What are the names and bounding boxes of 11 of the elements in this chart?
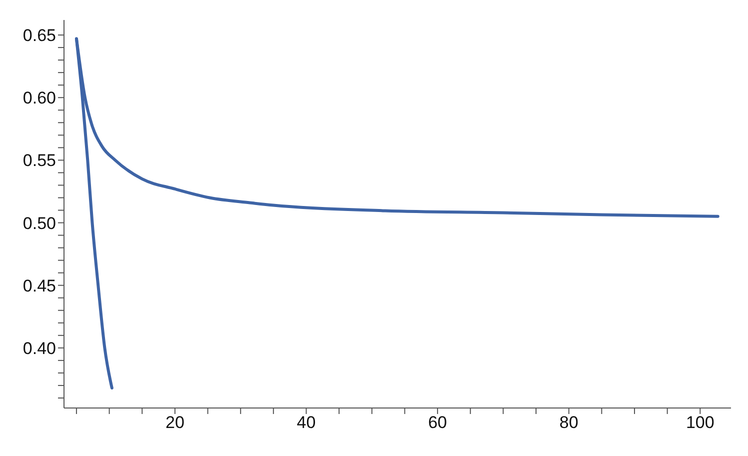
y-tick-label: 0.65 (22, 26, 56, 46)
y-tick-label: 0.55 (22, 151, 56, 170)
x-tick-label: 80 (559, 413, 578, 432)
x-tick-label: 40 (296, 413, 316, 432)
x-tick-label: 100 (686, 413, 714, 432)
y-tick-label: 0.50 (22, 214, 56, 233)
x-tick-label: 60 (428, 413, 448, 432)
y-tick-label: 0.40 (22, 338, 56, 358)
y-tick-label: 0.45 (22, 276, 56, 296)
x-tick-label: 20 (165, 413, 184, 432)
y-tick-label: 0.60 (22, 88, 56, 108)
